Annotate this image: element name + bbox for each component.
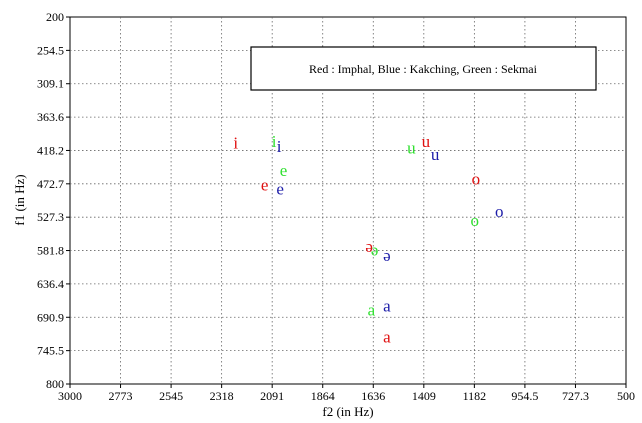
point-kakching: o	[495, 202, 504, 221]
x-tick-label: 1864	[311, 389, 335, 403]
x-tick-label: 2773	[109, 389, 133, 403]
point-sekmai: u	[407, 138, 416, 157]
y-tick-label: 472.7	[37, 177, 64, 191]
legend-text: Red : Imphal, Blue : Kakching, Green : S…	[309, 62, 538, 76]
point-kakching: e	[276, 179, 284, 198]
legend: Red : Imphal, Blue : Kakching, Green : S…	[250, 46, 597, 91]
y-tick-label: 418.2	[37, 143, 64, 157]
x-tick-label: 2091	[260, 389, 284, 403]
x-tick-label: 1182	[463, 389, 487, 403]
point-imphal: e	[261, 176, 269, 195]
point-imphal: a	[383, 327, 391, 346]
y-tick-label: 254.5	[37, 43, 64, 57]
point-kakching: i	[277, 137, 282, 156]
point-sekmai: o	[471, 211, 480, 230]
point-imphal: ə	[365, 237, 373, 256]
y-axis-ticks: 200 254.5 309.1 363.6 418.2 472.7 527.3 581.8 63…	[37, 10, 70, 391]
point-sekmai: a	[368, 300, 376, 319]
x-tick-label: 2318	[210, 389, 234, 403]
point-imphal: i	[233, 133, 238, 152]
point-sekmai: e	[280, 161, 288, 180]
point-sekmai: i	[272, 132, 277, 151]
x-tick-label: 3000	[58, 389, 82, 403]
point-kakching: ə	[383, 246, 391, 265]
point-imphal: u	[422, 132, 431, 151]
point-imphal: o	[472, 169, 481, 188]
point-sekmai: ə	[371, 240, 379, 259]
y-tick-label: 800	[46, 377, 64, 391]
x-tick-label: 500	[617, 389, 635, 403]
x-tick-label: 2545	[159, 389, 183, 403]
legend-box	[250, 46, 597, 91]
x-tick-label: 954.5	[511, 389, 538, 403]
y-tick-label: 690.9	[37, 310, 64, 324]
x-tick-label: 727.3	[562, 389, 589, 403]
x-tick-label: 1636	[361, 389, 385, 403]
point-kakching: a	[383, 297, 391, 316]
y-axis-label: f1 (in Hz)	[12, 174, 27, 225]
y-tick-label: 581.8	[37, 244, 64, 258]
y-tick-label: 200	[46, 10, 64, 24]
y-tick-label: 527.3	[37, 210, 64, 224]
x-tick-label: 1409	[412, 389, 436, 403]
y-tick-label: 309.1	[37, 77, 64, 91]
y-tick-label: 363.6	[37, 110, 64, 124]
x-axis-ticks: 3000 2773 2545 2318 2091 1864 1636 1409 1182 954.…	[58, 384, 635, 403]
y-tick-label: 636.4	[37, 277, 64, 291]
y-tick-label: 745.5	[37, 344, 64, 358]
x-axis-label: f2 (in Hz)	[322, 404, 373, 419]
point-kakching: u	[431, 145, 440, 164]
